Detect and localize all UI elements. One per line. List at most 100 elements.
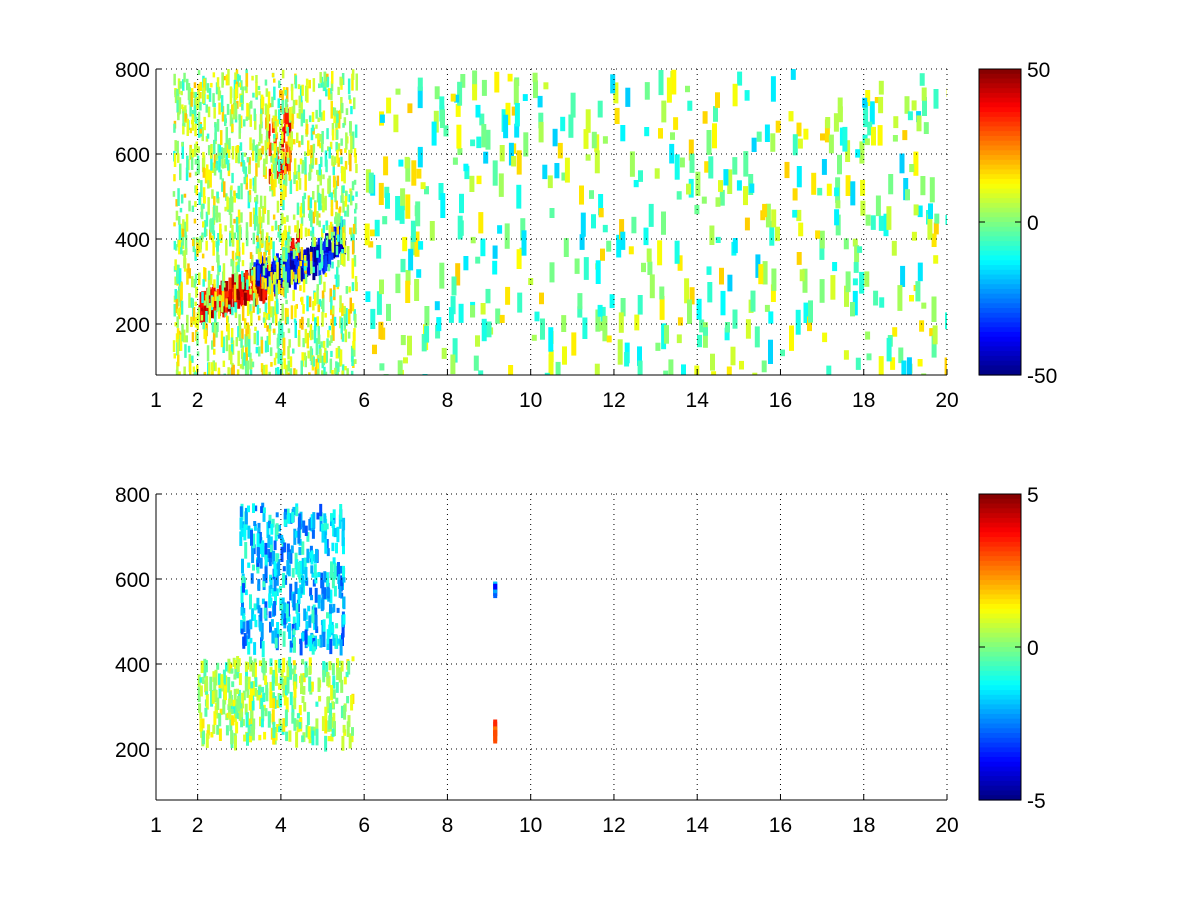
- heatmap-cell: [909, 164, 915, 173]
- heatmap-cell: [263, 660, 267, 673]
- heatmap-cell: [424, 306, 430, 326]
- colorbar-tick-label: -5: [1027, 790, 1046, 813]
- heatmap-cell: [764, 124, 770, 142]
- heatmap-cell: [212, 230, 216, 240]
- heatmap-cell: [253, 214, 257, 231]
- heatmap-cell: [796, 209, 802, 222]
- heatmap-cell: [172, 340, 176, 352]
- heatmap-cell: [226, 144, 229, 155]
- heatmap-cell: [248, 195, 252, 203]
- heatmap-cell: [195, 185, 198, 196]
- colorbar-step: [979, 322, 1021, 328]
- heatmap-cell: [277, 98, 280, 109]
- heatmap-cell: [178, 282, 182, 289]
- heatmap-cell: [175, 199, 178, 207]
- heatmap-cell: [493, 729, 498, 744]
- heatmap-cell: [197, 146, 200, 154]
- colorbar-step: [979, 556, 1021, 562]
- heatmap-cell: [335, 623, 339, 629]
- heatmap-cell: [617, 339, 623, 365]
- colorbar-step: [979, 245, 1021, 252]
- heatmap-cell: [314, 202, 317, 217]
- heatmap-cell: [574, 258, 580, 274]
- heatmap-cell: [220, 147, 223, 159]
- heatmap-cell: [312, 313, 315, 322]
- heatmap-cell: [307, 605, 311, 612]
- heatmap-cell: [400, 335, 406, 346]
- heatmap-cell: [238, 710, 242, 721]
- heatmap-cell: [344, 245, 347, 253]
- heatmap-cell: [246, 733, 249, 746]
- heatmap-cell: [255, 194, 259, 204]
- heatmap-cell: [226, 196, 229, 210]
- heatmap-cell: [233, 88, 236, 106]
- heatmap-cell: [415, 201, 421, 227]
- colorbar-step: [979, 642, 1021, 648]
- heatmap-cell: [205, 211, 209, 227]
- heatmap-cell: [238, 75, 241, 81]
- heatmap-cell: [282, 257, 286, 268]
- heatmap-cell: [173, 353, 176, 359]
- colorbar-step: [979, 298, 1021, 304]
- colorbar-step: [979, 370, 1021, 376]
- heatmap-cell: [243, 166, 246, 174]
- heatmap-cell: [634, 314, 640, 331]
- heatmap-cell: [520, 218, 526, 241]
- heatmap-cell: [229, 86, 233, 104]
- colorbar-step: [979, 713, 1021, 720]
- heatmap-cell: [308, 164, 312, 180]
- heatmap-cell: [177, 78, 181, 95]
- heatmap-cell: [230, 352, 233, 365]
- heatmap-cell: [561, 315, 567, 332]
- heatmap-cell: [202, 187, 206, 203]
- heatmap-cell: [302, 520, 306, 533]
- heatmap-cell: [341, 624, 345, 638]
- heatmap-cell: [345, 108, 349, 115]
- heatmap-cell: [398, 159, 404, 167]
- heatmap-cell: [208, 362, 211, 375]
- colorbar-step: [979, 365, 1021, 371]
- heatmap-cell: [303, 352, 307, 361]
- heatmap-cell: [244, 507, 248, 525]
- heatmap-cell: [397, 360, 403, 375]
- heatmap-cell: [182, 219, 185, 231]
- colorbar-step: [979, 513, 1021, 519]
- heatmap-cell: [300, 223, 303, 239]
- heatmap-cell: [283, 693, 287, 706]
- heatmap-cell: [326, 338, 329, 348]
- heatmap-cell: [460, 74, 466, 88]
- heatmap-cell: [174, 322, 177, 327]
- heatmap-cell: [218, 144, 222, 153]
- heatmap-cell: [270, 306, 273, 318]
- heatmap-cell: [304, 611, 308, 620]
- heatmap-cell: [183, 193, 187, 198]
- colorbar-step: [979, 661, 1021, 667]
- heatmap-cell: [190, 92, 193, 107]
- heatmap-cell: [234, 302, 237, 313]
- heatmap-cell: [807, 316, 812, 332]
- heatmap-cell: [180, 194, 184, 204]
- heatmap-cell: [322, 241, 326, 251]
- heatmap-cell: [351, 69, 355, 80]
- heatmap-cell: [244, 676, 248, 692]
- heatmap-cell: [252, 139, 255, 151]
- heatmap-cell: [216, 288, 220, 302]
- heatmap-cell: [386, 97, 392, 114]
- heatmap-cell: [236, 145, 239, 153]
- heatmap-cell: [270, 155, 273, 163]
- heatmap-cell: [260, 506, 264, 513]
- heatmap-cell: [332, 712, 336, 728]
- heatmap-cell: [903, 178, 909, 201]
- colorbar-step: [979, 155, 1021, 161]
- heatmap-cell: [285, 87, 289, 102]
- heatmap-cell: [293, 139, 296, 145]
- heatmap-cell: [337, 239, 341, 247]
- heatmap-cell: [302, 673, 306, 683]
- heatmap-cell: [335, 211, 338, 221]
- heatmap-cell: [263, 195, 267, 211]
- colorbar-step: [979, 670, 1021, 677]
- heatmap-cell: [216, 191, 219, 199]
- heatmap-cell: [378, 182, 384, 205]
- heatmap-cell: [282, 126, 286, 143]
- heatmap-cell: [214, 362, 217, 372]
